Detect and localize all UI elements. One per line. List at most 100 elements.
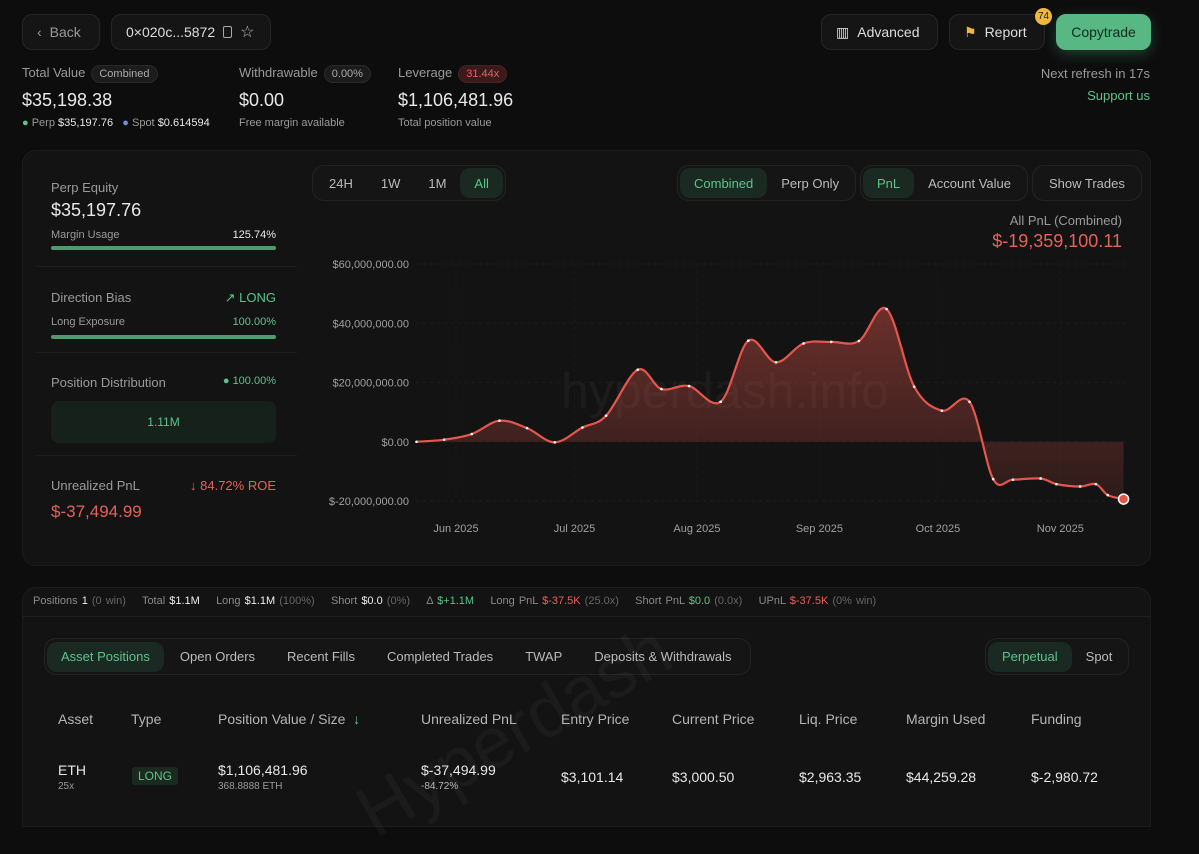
x-tick-label: Oct 2025 [916,523,961,535]
trending-up-icon: ↗ [224,290,236,305]
report-button[interactable]: ⚑ Report [949,14,1045,50]
tab-open-orders[interactable]: Open Orders [179,649,256,664]
copy-icon[interactable] [223,26,233,38]
pnl-area [416,307,1124,500]
withdrawable-block: Withdrawable 0.00% $0.00 Free margin avai… [239,65,371,129]
data-point [1078,485,1082,488]
back-button[interactable]: ‹ Back [22,14,100,50]
market-spot[interactable]: Spot [1085,649,1113,664]
col-unrealized-pnl[interactable]: Unrealized PnL [421,711,517,727]
support-link[interactable]: Support us [1087,88,1150,103]
market-perpetual[interactable]: Perpetual [988,641,1072,672]
data-point [940,409,944,412]
copytrade-button[interactable]: Copytrade [1056,14,1151,50]
data-point [829,340,833,344]
range-all[interactable]: All [460,168,503,198]
col-asset[interactable]: Asset [58,711,94,727]
tab-asset-positions[interactable]: Asset Positions [47,641,164,672]
overview-panel [22,150,1151,566]
flag-icon: ⚑ [964,23,977,40]
dot-icon: ● [222,375,230,387]
tab-completed-trades[interactable]: Completed Trades [386,649,494,664]
leverage-block: Leverage 31.44x $1,106,481.96 Total posit… [398,65,514,129]
perp-dot-icon: ● [22,117,29,129]
tab-deposits-withdrawals[interactable]: Deposits & Withdrawals [594,649,732,664]
col-position-value[interactable]: Position Value / Size ↓ [218,711,361,727]
data-point [991,477,995,481]
spot-dot-icon: ● [122,117,129,129]
col-entry-price[interactable]: Entry Price [561,711,630,727]
arrow-down-icon: ↓ [190,478,197,493]
address-chip: 0×020c...5872 ☆ [111,14,271,50]
data-point [498,419,501,423]
y-tick-label: $0.00 [381,437,409,449]
star-icon[interactable]: ☆ [240,24,255,41]
x-tick-label: Jun 2025 [433,523,478,535]
bar-chart-icon: ▥ [836,23,850,40]
pnl-line [416,306,1124,501]
col-margin-used[interactable]: Margin Used [906,711,986,727]
data-point [687,384,691,388]
sort-desc-icon: ↓ [349,711,361,727]
range-24h[interactable]: 24H [329,175,353,191]
x-tick-label: Sep 2025 [796,523,843,535]
pnl-chart[interactable]: hyperdash.info $60,000,000.00$40,000,000… [0,0,1199,560]
range-1m[interactable]: 1M [428,175,447,191]
data-point [857,339,861,343]
refresh-timer: Next refresh in 17s [1040,66,1150,81]
data-point [885,307,888,311]
unrealized-pnl-section: Unrealized PnL ↓ 84.72% ROE $-37,494.99 [51,478,276,521]
data-point [415,440,418,444]
mode-selector: Combined Perp Only [677,165,857,201]
x-tick-label: Jul 2025 [554,523,596,535]
data-point [553,441,557,444]
chevron-left-icon: ‹ [37,24,42,40]
data-point [1055,482,1058,486]
col-liq-price[interactable]: Liq. Price [799,711,858,727]
combined-pill: Combined [91,65,158,83]
tab-twap[interactable]: TWAP [525,649,563,664]
tab-recent-fills[interactable]: Recent Fills [287,649,355,664]
data-point [660,387,663,391]
tab-bar: Asset Positions Open Orders Recent Fills… [44,638,751,675]
position-distribution-section: Position Distribution ● 100.00% 1.11M [51,375,276,443]
time-range-selector: 24H 1W 1M All [312,165,506,201]
data-point [968,400,971,404]
total-value: $35,198.38 [22,90,113,110]
data-point [470,432,474,436]
metric-account-value[interactable]: Account Value [928,175,1012,191]
distribution-bar[interactable]: 1.11M [51,401,276,443]
data-point [1039,477,1042,480]
data-point [1106,493,1110,497]
y-tick-label: $60,000,000.00 [333,259,409,271]
total-value-block: Total Value Combined $35,198.38 ● Perp $3… [22,65,210,129]
data-point [719,400,722,404]
long-exposure-bar [51,335,276,339]
col-type[interactable]: Type [131,711,162,727]
data-point [636,368,639,372]
show-trades-button[interactable]: Show Trades [1032,165,1142,201]
range-1w[interactable]: 1W [380,175,401,191]
x-tick-label: Aug 2025 [673,523,720,535]
data-point [774,361,778,364]
type-badge: LONG [132,767,179,785]
chart-title: All PnL (Combined) [1009,213,1122,228]
data-point [1094,482,1098,486]
advanced-button[interactable]: ▥ Advanced [821,14,938,50]
data-point [442,438,446,441]
perp-equity-section: Perp Equity $35,197.76 Margin Usage 125.7… [51,180,276,250]
report-badge: 74 [1035,8,1052,25]
chart-headline-value: $-19,359,100.11 [992,231,1122,251]
mode-combined[interactable]: Combined [680,168,768,198]
data-point [912,385,916,388]
data-point [525,426,529,430]
data-point [604,414,608,417]
margin-usage-bar [51,246,276,250]
col-current-price[interactable]: Current Price [672,711,755,727]
metric-pnl[interactable]: PnL [863,168,915,198]
col-funding[interactable]: Funding [1031,711,1082,727]
mode-perp-only[interactable]: Perp Only [781,175,840,191]
y-tick-label: $20,000,000.00 [333,378,409,390]
positions-panel [22,587,1151,827]
metric-selector: PnL Account Value [860,165,1029,201]
